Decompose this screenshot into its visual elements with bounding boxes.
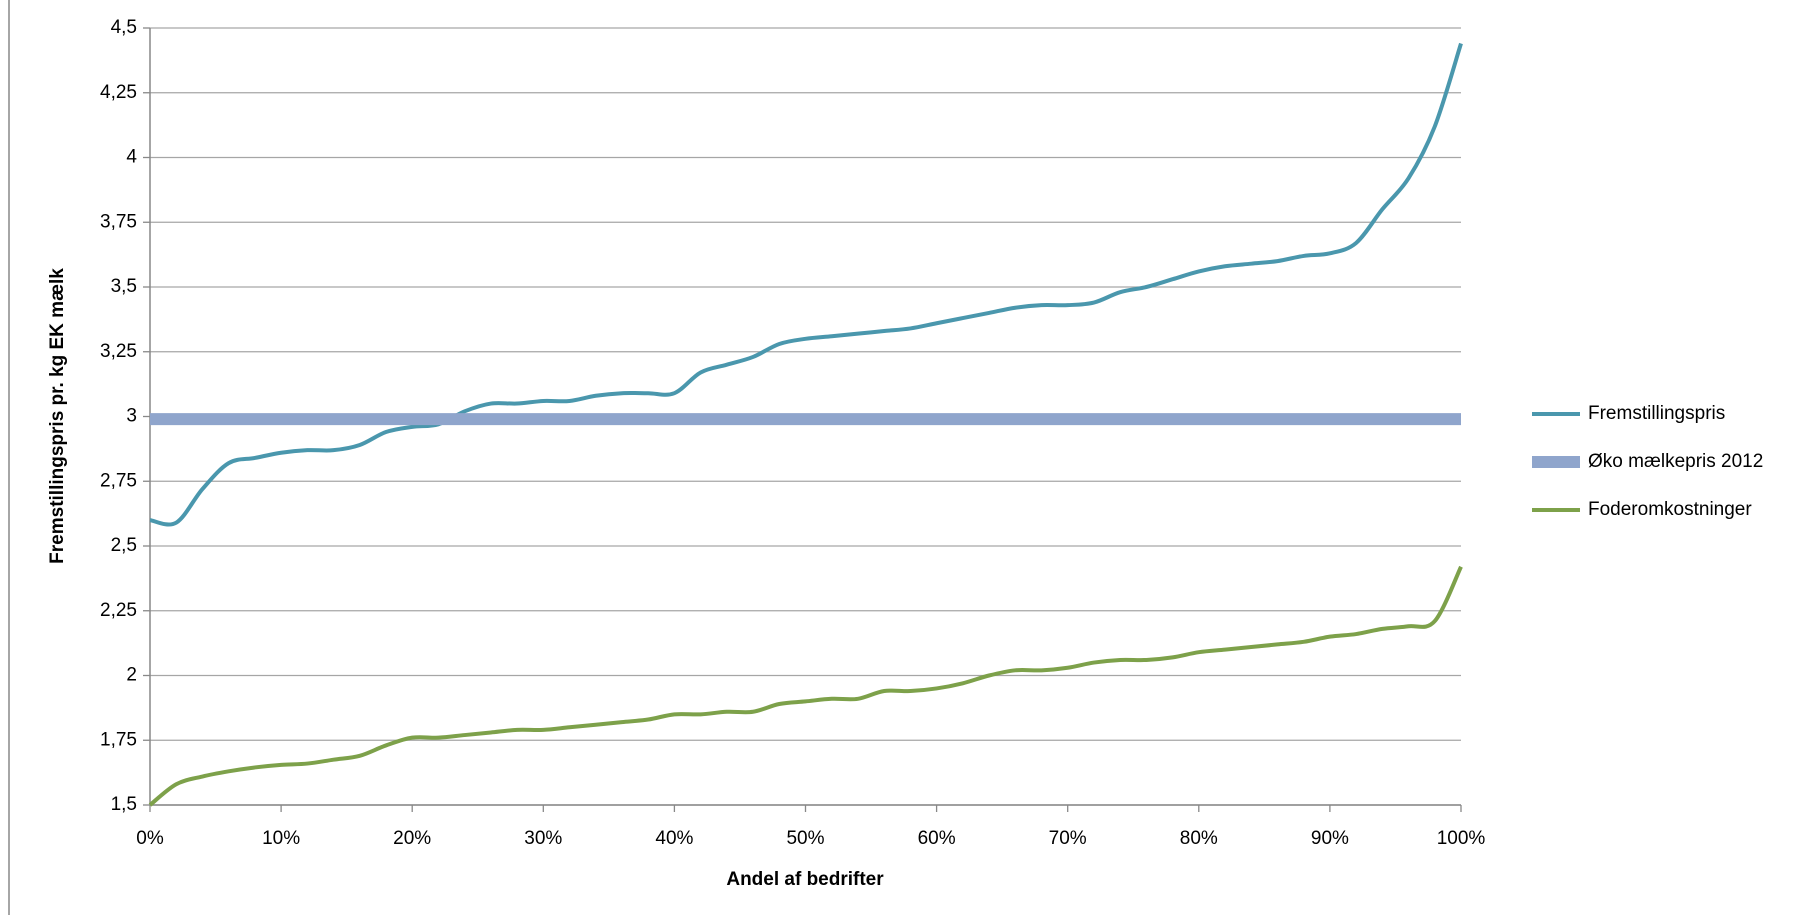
y-tick-label: 1,5 (111, 794, 137, 815)
x-tick-label: 20% (393, 828, 431, 849)
y-tick-label: 3,25 (100, 341, 137, 362)
y-tick-label: 3,5 (111, 276, 137, 297)
series-line (149, 42, 1463, 527)
y-tick-label: 4,25 (100, 82, 137, 103)
y-tick-label: 2 (126, 665, 137, 686)
x-tick-label: 10% (262, 828, 300, 849)
y-tick-label: 1,75 (100, 729, 137, 750)
x-tick-label: 60% (918, 828, 956, 849)
x-tick-label: 80% (1180, 828, 1218, 849)
x-tick-label: 90% (1311, 828, 1349, 849)
x-tick-label: 50% (786, 828, 824, 849)
x-tick-label: 30% (524, 828, 562, 849)
y-axis-title: Fremstillingspris pr. kg EK mælk (47, 268, 68, 564)
legend-label: Foderomkostninger (1588, 499, 1752, 520)
y-tick-label: 3,75 (100, 211, 137, 232)
y-tick-label: 2,25 (100, 600, 137, 621)
y-tick-label: 4,5 (111, 17, 137, 38)
x-tick-label: 100% (1437, 828, 1486, 849)
y-tick-label: 4 (126, 147, 137, 168)
y-tick-label: 3 (126, 406, 137, 427)
x-tick-label: 0% (136, 828, 164, 849)
legend-label: Øko mælkepris 2012 (1588, 451, 1763, 472)
series-line (148, 565, 1463, 807)
legend-label: Fremstillingspris (1588, 403, 1725, 424)
y-tick-label: 2,5 (111, 535, 137, 556)
x-axis-title: Andel af bedrifter (726, 869, 884, 890)
y-tick-label: 2,75 (100, 470, 137, 491)
x-tick-label: 70% (1049, 828, 1087, 849)
x-tick-label: 40% (655, 828, 693, 849)
